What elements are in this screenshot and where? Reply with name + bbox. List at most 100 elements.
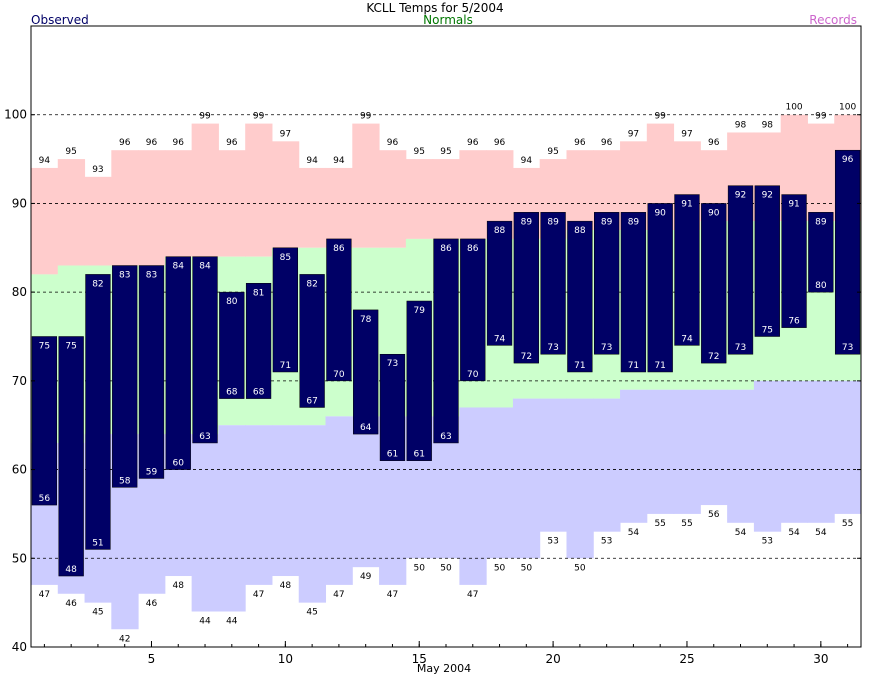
record-low-label: 45	[306, 608, 317, 618]
record-low-label: 47	[333, 590, 344, 600]
record-low-label: 50	[521, 563, 533, 573]
record-high-label: 96	[601, 138, 613, 148]
record-low-label: 55	[842, 519, 853, 529]
observed-low-label: 71	[628, 361, 639, 371]
record-low-label: 45	[92, 608, 103, 618]
observed-bar	[701, 203, 727, 364]
record-high-band	[352, 123, 380, 248]
record-low-label: 47	[387, 590, 398, 600]
chart-title: KCLL Temps for 5/2004	[366, 1, 503, 15]
observed-high-label: 83	[119, 271, 130, 281]
observed-bar	[165, 256, 191, 470]
observed-low-label: 74	[681, 334, 693, 344]
record-low-label: 46	[146, 599, 158, 609]
record-high-band	[379, 150, 407, 248]
observed-bar	[754, 185, 780, 337]
observed-high-label: 89	[547, 217, 559, 227]
record-high-band	[111, 150, 139, 266]
record-low-band	[673, 389, 701, 514]
record-high-label: 96	[387, 138, 399, 148]
record-high-label: 94	[521, 156, 533, 166]
observed-bar	[674, 194, 700, 346]
observed-low-label: 74	[494, 334, 506, 344]
observed-bar	[647, 203, 673, 373]
record-high-band	[31, 167, 59, 275]
record-low-band	[700, 389, 728, 506]
observed-bar	[138, 265, 165, 479]
record-low-label: 48	[173, 581, 185, 591]
record-high-label: 93	[92, 165, 103, 175]
observed-low-label: 67	[306, 396, 317, 406]
observed-high-label: 90	[654, 208, 666, 218]
observed-bar	[781, 194, 807, 328]
record-low-label: 50	[574, 563, 586, 573]
x-tick-label: 25	[679, 652, 694, 666]
record-high-label: 100	[785, 103, 802, 113]
x-tick-label: 5	[148, 652, 156, 666]
observed-low-label: 48	[65, 565, 77, 575]
record-high-label: 94	[39, 156, 51, 166]
observed-low-label: 73	[601, 343, 612, 353]
record-low-label: 42	[119, 634, 130, 644]
record-low-band	[271, 425, 300, 577]
record-high-label: 97	[628, 129, 639, 139]
record-high-label: 96	[173, 138, 185, 148]
record-low-label: 44	[199, 617, 211, 627]
observed-bar	[567, 220, 593, 373]
record-low-band	[218, 425, 246, 612]
record-low-band	[807, 380, 835, 523]
record-low-label: 56	[708, 510, 720, 520]
observed-bar	[808, 212, 834, 293]
record-low-label: 55	[681, 519, 692, 529]
observed-high-label: 89	[601, 217, 613, 227]
record-low-label: 54	[735, 528, 747, 538]
record-high-label: 97	[280, 129, 291, 139]
record-high-label: 94	[306, 156, 318, 166]
observed-low-label: 51	[92, 538, 103, 548]
observed-low-label: 73	[842, 343, 853, 353]
record-high-label: 95	[413, 147, 424, 157]
observed-bar	[326, 238, 352, 382]
record-high-label: 99	[815, 112, 827, 122]
observed-low-label: 63	[440, 432, 451, 442]
observed-high-label: 84	[173, 262, 185, 272]
record-high-band	[138, 150, 166, 266]
record-low-band	[646, 389, 675, 514]
observed-bar	[620, 212, 647, 373]
observed-high-label: 91	[681, 200, 692, 210]
record-high-label: 100	[839, 103, 856, 113]
observed-high-label: 85	[280, 253, 291, 263]
observed-high-label: 75	[65, 342, 76, 352]
observed-low-label: 60	[173, 459, 185, 469]
record-low-label: 53	[601, 537, 612, 547]
observed-bar	[540, 212, 566, 355]
observed-bar	[834, 149, 861, 355]
y-tick-label: 50	[12, 551, 27, 565]
plot-area: 75 56 75 48 82 51 83 58 83 59 84 60 84 63 80 68 81 68 85 71…	[4, 25, 862, 666]
observed-low-label: 68	[226, 388, 238, 398]
legend-normals: Normals	[423, 13, 473, 27]
observed-high-label: 86	[333, 244, 345, 254]
record-low-label: 47	[467, 590, 478, 600]
record-high-label: 99	[253, 112, 265, 122]
record-low-label: 53	[762, 537, 773, 547]
x-tick-label: 15	[412, 652, 427, 666]
observed-bar	[406, 300, 432, 461]
record-low-label: 50	[413, 563, 425, 573]
observed-low-label: 59	[146, 467, 158, 477]
record-high-label: 96	[119, 138, 131, 148]
observed-bar	[112, 265, 138, 488]
observed-low-label: 61	[387, 450, 398, 460]
record-low-band	[512, 398, 541, 559]
observed-bar	[192, 256, 218, 444]
record-high-band	[191, 123, 219, 257]
observed-low-label: 72	[708, 352, 719, 362]
record-low-band	[245, 425, 273, 585]
observed-bar	[460, 238, 486, 382]
observed-high-label: 92	[762, 191, 773, 201]
y-tick-label: 90	[12, 196, 27, 210]
observed-bar	[219, 291, 245, 399]
record-low-label: 47	[253, 590, 264, 600]
record-high-label: 95	[65, 147, 76, 157]
observed-high-label: 88	[574, 226, 586, 236]
